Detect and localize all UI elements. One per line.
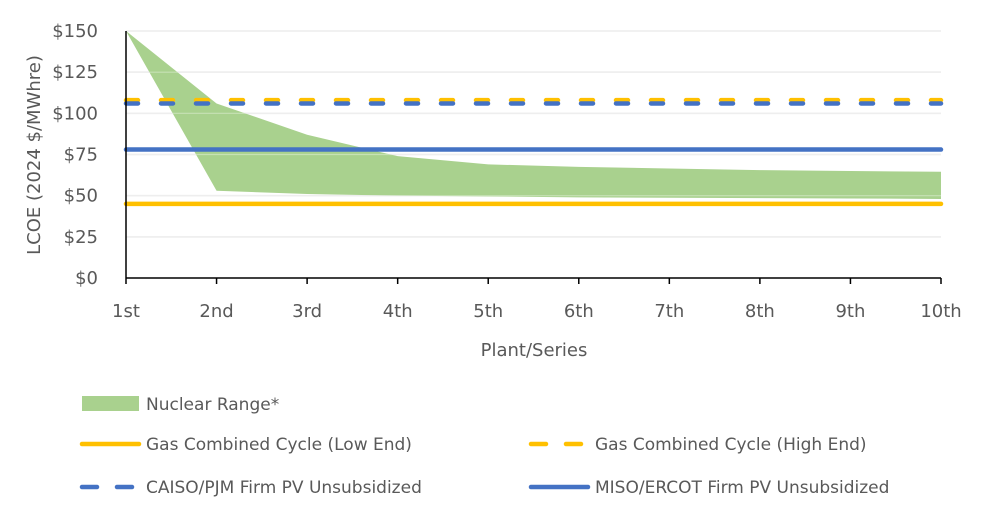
- legend-label: CAISO/PJM Firm PV Unsubsidized: [146, 478, 422, 498]
- x-tick-label: 5th: [473, 301, 503, 322]
- legend-label: Nuclear Range*: [146, 395, 279, 415]
- y-axis-title: LCOE (2024 $/MWhre): [24, 55, 45, 255]
- nuclear-range-area: [126, 31, 941, 199]
- x-axis-title: Plant/Series: [481, 340, 588, 361]
- x-tick-labels: 1st 2nd 3rd 4th 5th 6th 7th 8th 9th 10th: [112, 301, 962, 322]
- x-tick-label: 2nd: [199, 301, 233, 322]
- nuclear-range-area-group: [126, 30, 941, 238]
- legend-label: Gas Combined Cycle (High End): [595, 435, 867, 455]
- series-lines: [123, 97, 944, 207]
- x-tick-label: 8th: [745, 301, 775, 322]
- y-tick-label: $75: [64, 145, 98, 166]
- y-tick-labels: $0 $25 $50 $75 $100 $125 $150: [52, 21, 98, 289]
- legend-swatch-nuclear-range: [82, 396, 139, 411]
- y-tick-label: $100: [52, 103, 98, 124]
- y-tick-label: $150: [52, 21, 98, 42]
- y-tick-label: $0: [75, 268, 98, 289]
- x-tick-label: 3rd: [292, 301, 322, 322]
- y-tick-label: $25: [64, 227, 98, 248]
- y-tick-label: $50: [64, 186, 98, 207]
- x-tick-label: 9th: [835, 301, 865, 322]
- x-tick-label: 6th: [564, 301, 594, 322]
- axes: [125, 31, 942, 284]
- x-tick-label: 1st: [112, 301, 140, 322]
- x-tick-label: 7th: [654, 301, 684, 322]
- legend-label: MISO/ERCOT Firm PV Unsubsidized: [595, 478, 889, 498]
- x-tick-label: 10th: [920, 301, 961, 322]
- legend: Nuclear Range* Gas Combined Cycle (Low En…: [79, 395, 889, 498]
- x-tick-label: 4th: [383, 301, 413, 322]
- y-tick-label: $125: [52, 62, 98, 83]
- legend-label: Gas Combined Cycle (Low End): [146, 435, 412, 455]
